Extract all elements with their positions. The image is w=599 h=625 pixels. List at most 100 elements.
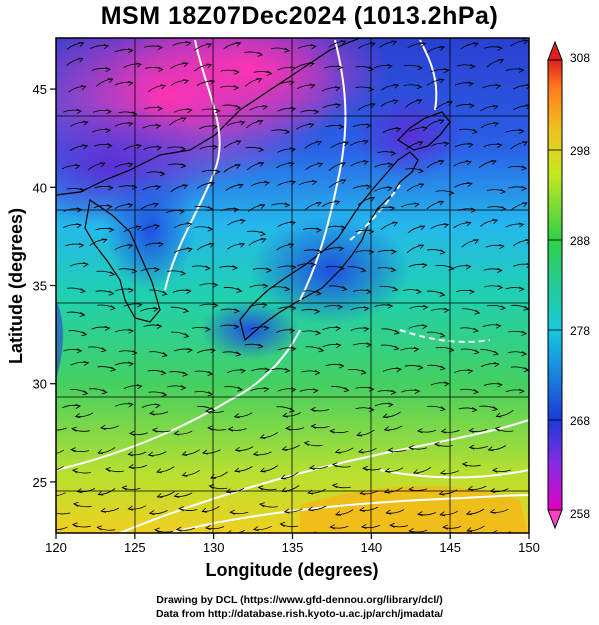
streamline-arrowhead <box>417 141 424 147</box>
streamline-arrowhead <box>46 451 51 455</box>
streamline-arrowhead <box>383 488 390 494</box>
streamline-arrowhead <box>46 468 51 472</box>
streamline-arrowhead <box>384 467 391 473</box>
streamline-arrowhead <box>215 108 221 114</box>
streamline-arrowhead <box>107 78 114 83</box>
streamline-arrowhead <box>206 43 213 48</box>
streamline-arrowhead <box>396 367 402 373</box>
streamline-arrowhead <box>492 406 499 412</box>
streamline-arrowhead <box>466 182 473 187</box>
streamline-arrowhead <box>205 265 211 271</box>
streamline-arrowhead <box>257 51 264 57</box>
streamline-arrowhead <box>71 522 78 528</box>
streamline-arrowhead <box>284 202 291 208</box>
streamline-arrowhead <box>448 190 455 196</box>
streamline-arrowhead <box>49 427 54 431</box>
streamline-arrowhead <box>500 305 506 311</box>
streamline-arrowhead <box>128 464 134 470</box>
y-tick-label: 25 <box>33 475 47 490</box>
streamline-arrowhead <box>338 124 345 130</box>
streamline-arrowhead <box>331 483 338 489</box>
streamline-arrowhead <box>317 249 323 255</box>
streamline-arrowhead <box>290 147 297 153</box>
streamline-arrowhead <box>82 120 89 126</box>
streamline-arrowhead <box>181 471 188 477</box>
streamline-arrowhead <box>108 185 114 191</box>
streamline-arrowhead <box>469 103 475 109</box>
streamline-arrowhead <box>156 145 163 151</box>
streamline-arrowhead <box>110 305 116 311</box>
streamline-arrowhead <box>363 306 370 312</box>
streamline-arrowhead <box>307 489 314 495</box>
streamline-arrowhead <box>408 445 414 451</box>
streamline-arrowhead <box>316 140 323 146</box>
streamline-arrowhead <box>391 40 398 46</box>
streamline-arrowhead <box>519 286 525 292</box>
streamline-arrowhead <box>155 123 162 129</box>
streamline-arrowhead <box>413 202 420 208</box>
streamline-arrowhead <box>280 474 287 480</box>
streamline-arrowhead <box>491 467 498 473</box>
streamline-arrowhead <box>182 371 189 377</box>
streamline-arrowhead <box>290 387 297 393</box>
streamline-arrowhead <box>281 445 288 451</box>
streamline-arrowhead <box>79 311 86 317</box>
streamline-arrowhead <box>158 66 164 72</box>
streamline-arrowhead <box>385 509 392 515</box>
streamline-arrowhead <box>110 366 117 372</box>
streamline-arrowhead <box>181 451 188 456</box>
streamline-arrowhead <box>76 348 83 354</box>
streamline-arrowhead <box>389 522 395 528</box>
streamline-arrowhead <box>104 325 111 331</box>
streamline-arrowhead <box>309 83 316 89</box>
streamline-arrowhead <box>239 242 246 248</box>
streamline-arrowhead <box>77 57 84 63</box>
streamline-arrowhead <box>493 121 500 127</box>
streamline-arrowhead <box>289 407 295 413</box>
streamline-arrowhead <box>334 86 341 92</box>
streamline-arrowhead <box>148 510 155 516</box>
streamline-arrowhead <box>186 108 193 114</box>
streamline-arrowhead <box>493 362 500 368</box>
streamline-arrowhead <box>260 231 266 237</box>
streamline-arrowhead <box>154 527 160 533</box>
streamline-arrowhead <box>201 449 208 455</box>
streamline-arrowhead <box>103 44 110 50</box>
streamline-arrowhead <box>234 308 240 314</box>
streamline-arrowhead <box>107 204 113 210</box>
streamline-arrowhead <box>521 351 528 357</box>
streamline-arrowhead <box>366 123 372 129</box>
streamline-arrowhead <box>313 388 319 394</box>
streamline-arrowhead <box>310 423 317 429</box>
streamline-arrowhead <box>521 165 528 171</box>
streamline-arrowhead <box>472 42 479 47</box>
streamline-arrowhead <box>259 502 265 508</box>
streamline-arrowhead <box>338 246 345 252</box>
streamline-arrowhead <box>266 70 273 76</box>
streamline-arrowhead <box>316 227 322 233</box>
streamline-arrowhead <box>252 526 259 532</box>
streamline-arrowhead <box>496 142 503 148</box>
streamline-arrowhead <box>438 78 445 84</box>
streamline-arrowhead <box>366 289 372 295</box>
streamline-arrowhead <box>473 239 480 244</box>
streamline-arrowhead <box>258 162 265 167</box>
x-tick-label: 150 <box>518 540 540 555</box>
streamline-arrowhead <box>391 249 397 255</box>
streamline-arrowhead <box>260 238 267 243</box>
streamline-arrowhead <box>288 80 295 86</box>
streamline-arrowhead <box>100 347 107 353</box>
streamline-arrowhead <box>78 42 85 47</box>
streamline-arrowhead <box>438 490 445 496</box>
streamline-arrowhead <box>368 407 375 413</box>
streamline-arrowhead <box>368 386 375 392</box>
streamline <box>56 466 64 471</box>
streamline-arrowhead <box>101 389 108 395</box>
streamline-arrowhead <box>282 412 288 418</box>
streamline-arrowhead <box>490 160 497 165</box>
streamline-arrowhead <box>127 203 134 209</box>
chart-title: MSM 18Z07Dec2024 (1013.2hPa) <box>100 2 499 30</box>
streamline-arrowhead <box>262 283 269 289</box>
streamline-arrowhead <box>499 244 505 250</box>
streamline-arrowhead <box>471 407 478 413</box>
